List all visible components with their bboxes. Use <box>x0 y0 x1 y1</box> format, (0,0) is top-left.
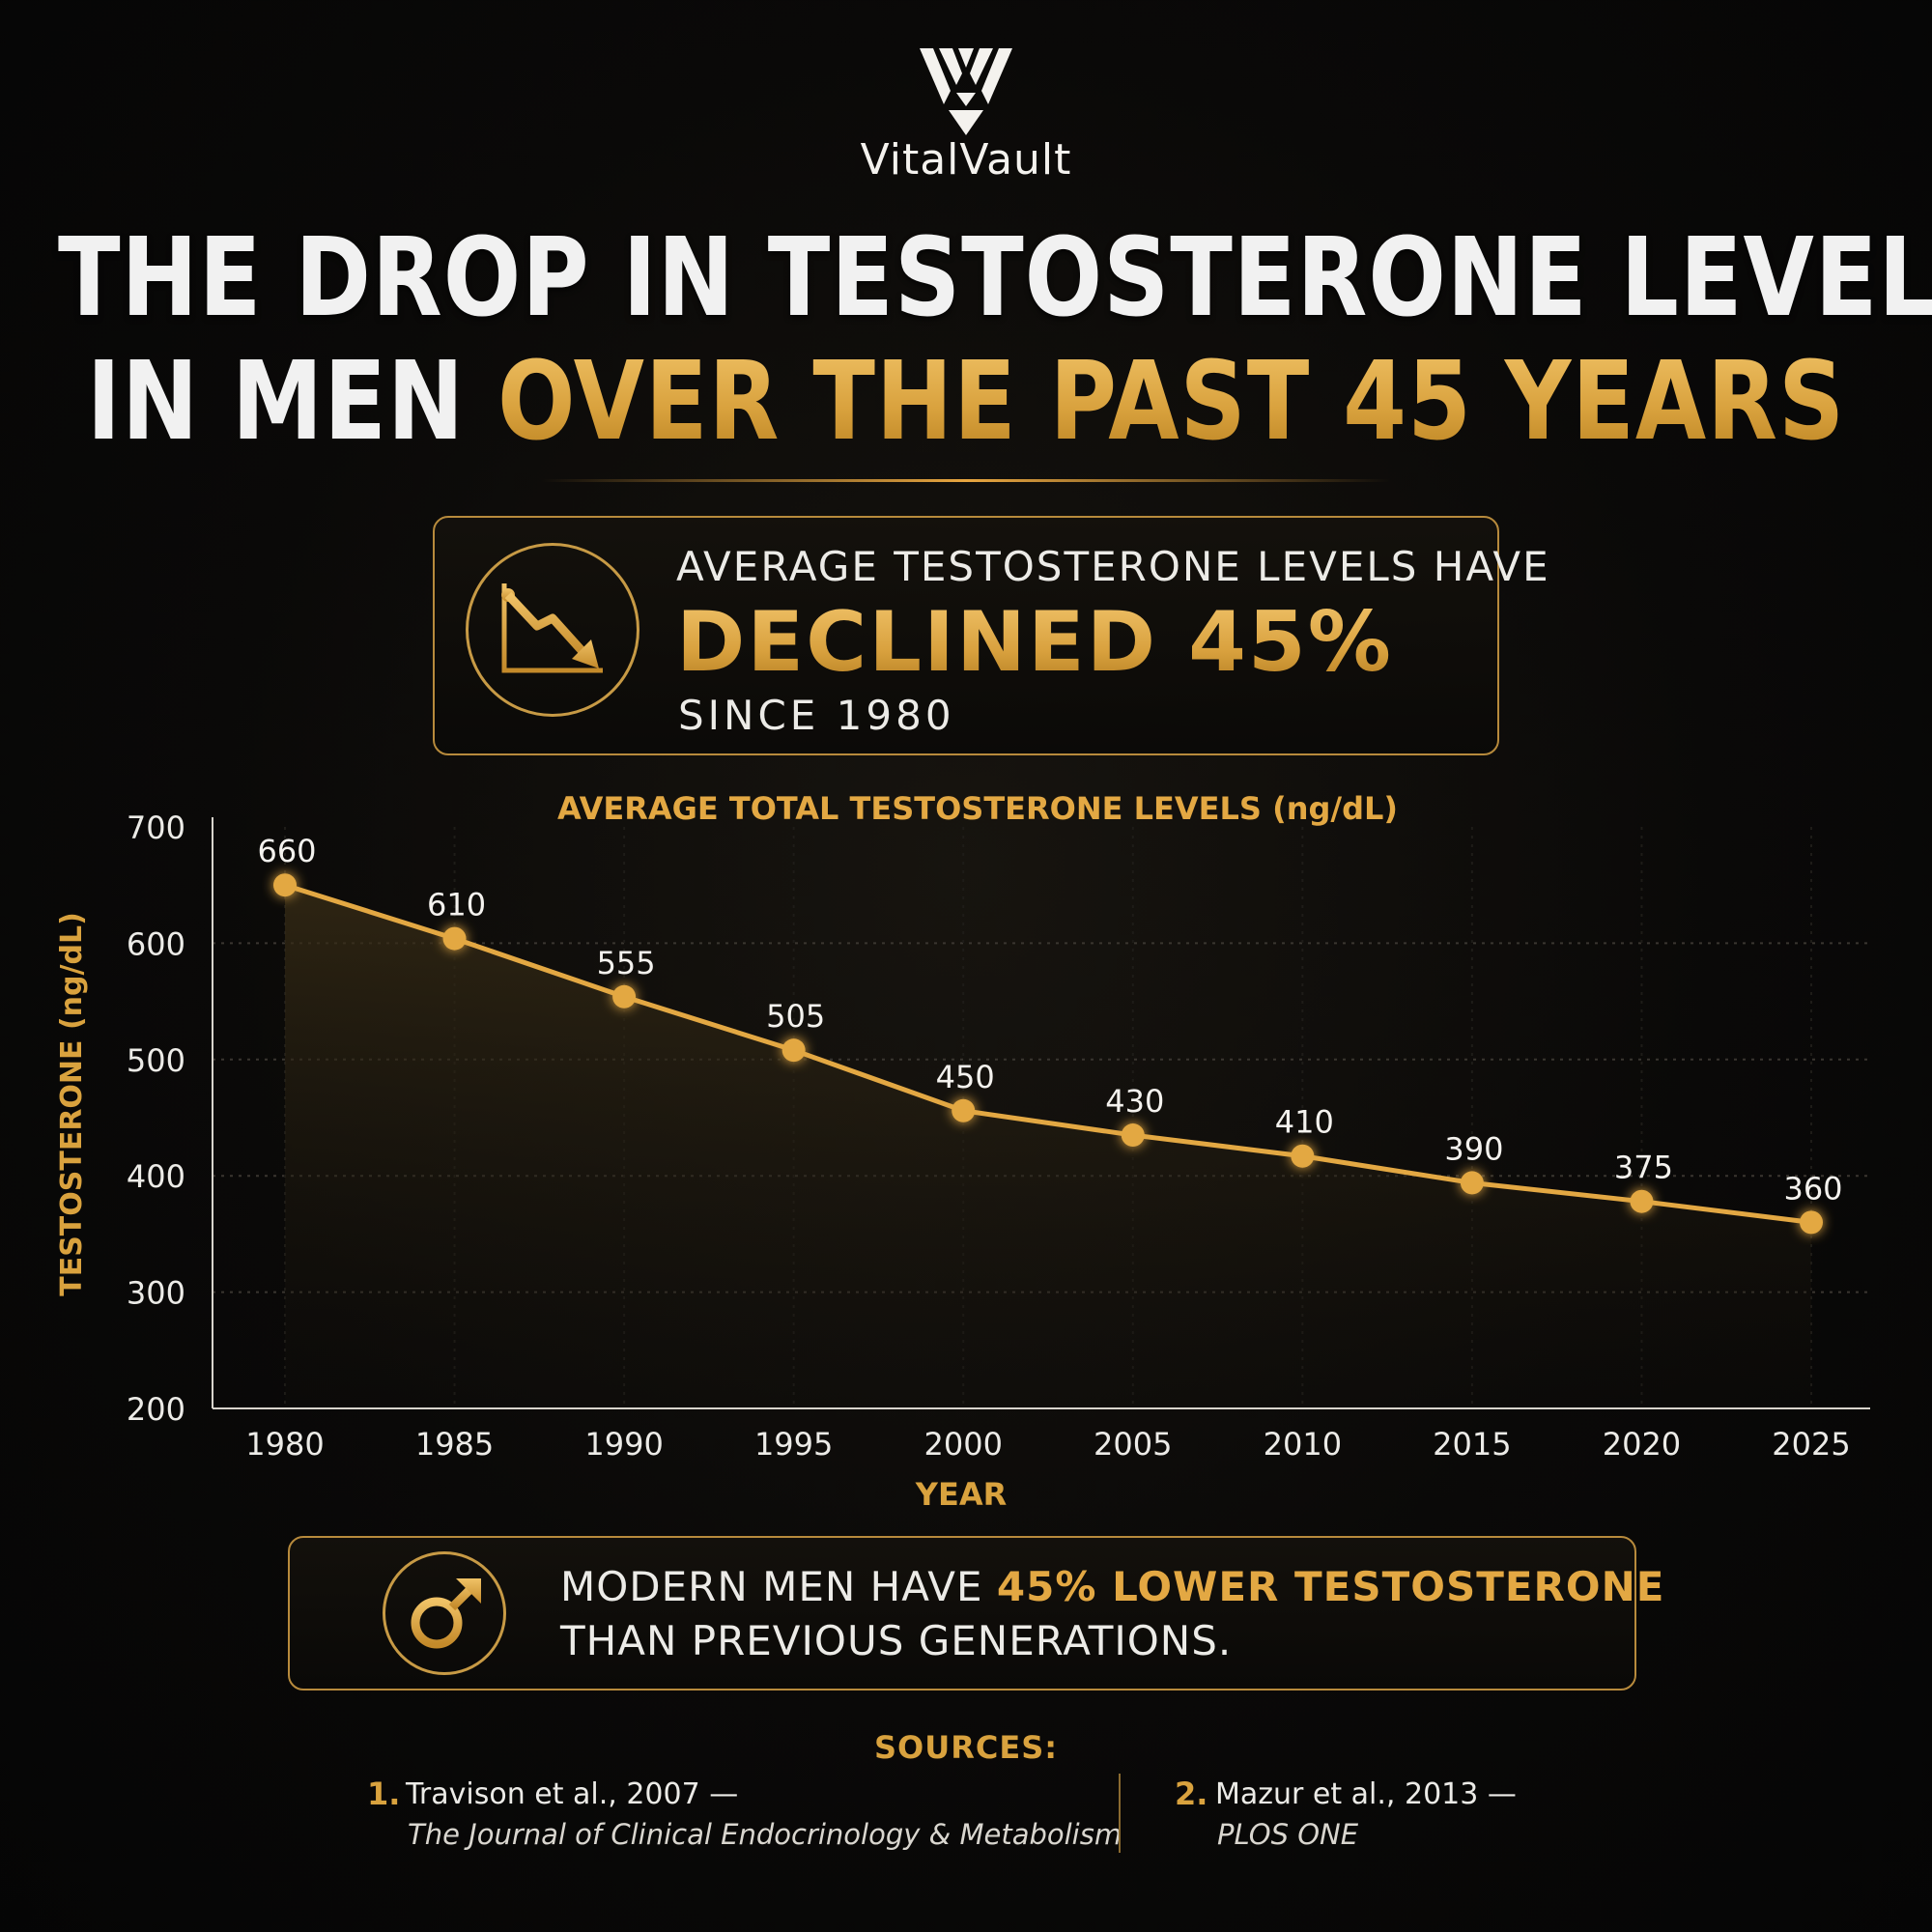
chart-area-fill <box>285 885 1811 1408</box>
vitalvault-v-logo-icon <box>920 48 1012 135</box>
x-tick-label: 2000 <box>924 1426 1003 1463</box>
source-2-citation: Mazur et al., 2013 — <box>1215 1777 1517 1811</box>
x-tick-label: 1995 <box>754 1426 833 1463</box>
generation-line-1: MODERN MEN HAVE 45% LOWER TESTOSTERONE <box>560 1563 1664 1610</box>
x-tick-label: 2020 <box>1603 1426 1681 1463</box>
x-tick-label: 2010 <box>1264 1426 1342 1463</box>
source-2-number: 2. <box>1175 1776 1208 1812</box>
data-point-1990 <box>612 984 637 1009</box>
testosterone-line-chart: 660 610 555 505 450 430 410 390 375 360 200 300 400… <box>55 792 1870 1513</box>
x-axis-label: YEAR <box>915 1476 1007 1513</box>
male-symbol-icon <box>411 1578 481 1649</box>
x-tick-label: 1980 <box>245 1426 324 1463</box>
generation-line-2: THAN PREVIOUS GENERATIONS. <box>560 1617 1233 1664</box>
data-point-2000 <box>952 1098 976 1122</box>
headline-line-2-gold: OVER THE PAST 45 YEARS <box>497 339 1846 465</box>
y-tick-label: 400 <box>127 1158 185 1195</box>
stat-headline-value: DECLINED 45% <box>676 594 1393 691</box>
source-1-journal: The Journal of Clinical Endocrinology & … <box>408 1818 1122 1851</box>
data-label-1980: 660 <box>257 833 316 869</box>
data-point-2005 <box>1121 1123 1145 1148</box>
y-tick-label: 600 <box>127 925 185 962</box>
y-tick-label: 700 <box>127 810 185 846</box>
generation-card <box>288 1536 1636 1690</box>
data-point-2025 <box>1800 1210 1823 1235</box>
data-label-2020: 375 <box>1614 1150 1673 1186</box>
generation-icon-ring <box>383 1551 506 1675</box>
data-label-2015: 390 <box>1444 1130 1503 1167</box>
headline-line-1: THE DROP IN TESTOSTERONE LEVELS <box>58 215 1932 341</box>
x-tick-label: 1985 <box>415 1426 494 1463</box>
data-point-1995 <box>781 1038 806 1063</box>
stat-line-3: SINCE 1980 <box>678 692 955 739</box>
y-tick-label: 300 <box>127 1275 185 1312</box>
data-label-1985: 610 <box>427 887 486 923</box>
y-axis-label: TESTOSTERONE (ng/dL) <box>55 912 89 1296</box>
headline-line-2-white: IN MEN <box>86 339 498 465</box>
data-label-2010: 410 <box>1275 1104 1334 1141</box>
y-tick-label: 500 <box>127 1042 185 1079</box>
source-1-number: 1. <box>367 1776 401 1812</box>
headline-line-2: IN MEN OVER THE PAST 45 YEARS <box>58 348 1874 456</box>
data-point-1980 <box>273 873 297 897</box>
trend-down-icon <box>501 583 603 673</box>
gold-divider <box>541 479 1391 482</box>
x-tick-label: 2015 <box>1433 1426 1511 1463</box>
y-tick-label: 200 <box>127 1391 185 1428</box>
x-tick-label: 2005 <box>1094 1426 1172 1463</box>
x-tick-label: 1990 <box>584 1426 663 1463</box>
brand-name: VitalVault <box>860 135 1072 185</box>
generation-line-1-gold: 45% LOWER TESTOSTERONE <box>996 1563 1665 1610</box>
generation-line-1-white: MODERN MEN HAVE <box>560 1563 997 1610</box>
chart-title: AVERAGE TOTAL TESTOSTERONE LEVELS (ng/dL… <box>557 792 1398 827</box>
stat-line-1: AVERAGE TESTOSTERONE LEVELS HAVE <box>676 543 1550 590</box>
data-point-2020 <box>1630 1189 1654 1213</box>
data-point-2015 <box>1460 1171 1484 1195</box>
source-2-journal: PLOS ONE <box>1217 1818 1359 1851</box>
data-point-2010 <box>1291 1144 1315 1168</box>
series-line <box>284 882 1812 1225</box>
x-tick-label: 2025 <box>1772 1426 1850 1463</box>
sources-title: SOURCES: <box>873 1729 1059 1766</box>
data-point-1985 <box>442 926 467 951</box>
source-1-citation: Travison et al., 2007 — <box>406 1777 739 1811</box>
data-label-2005: 430 <box>1105 1083 1164 1120</box>
sources-divider <box>1119 1774 1121 1853</box>
data-label-1995: 505 <box>766 998 825 1035</box>
stat-icon-ring <box>466 543 639 717</box>
data-label-1990: 555 <box>597 945 656 981</box>
data-label-2000: 450 <box>936 1059 995 1095</box>
data-label-2025: 360 <box>1783 1170 1842 1207</box>
